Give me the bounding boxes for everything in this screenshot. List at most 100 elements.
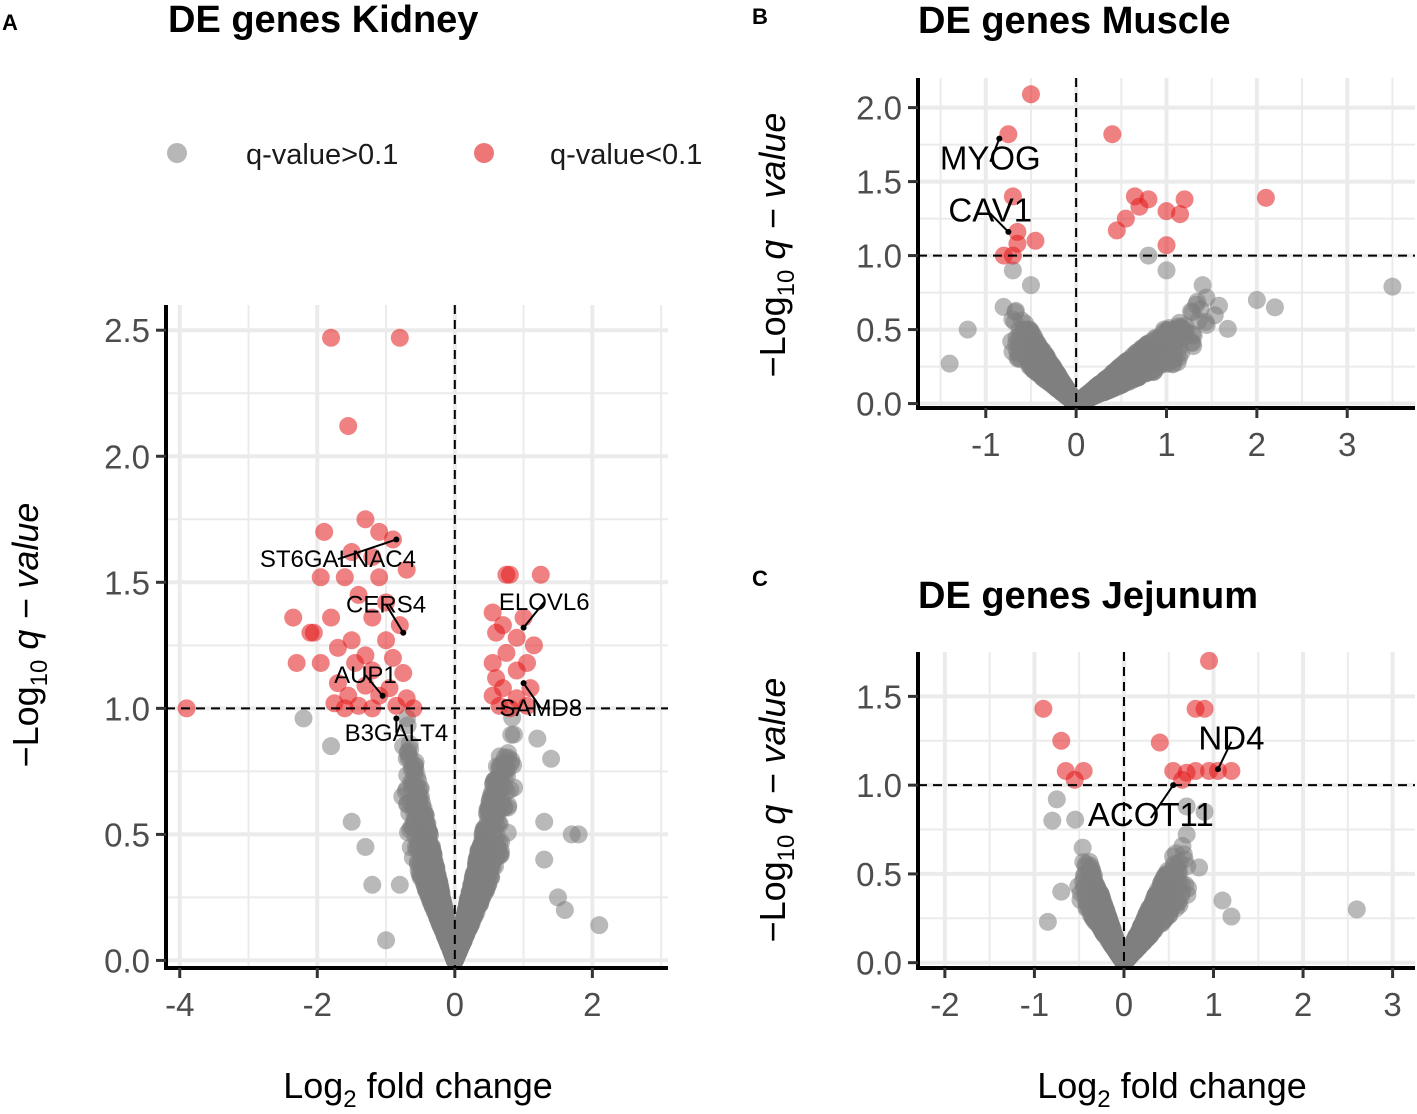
gene-label-anchor [379, 692, 386, 699]
point-ns [542, 749, 561, 768]
legend-key-sig [474, 143, 494, 163]
point-ns [356, 837, 375, 856]
panel-a-y-tick-label: 0.5 [104, 816, 150, 853]
point-significant [387, 696, 406, 715]
point-ns [940, 354, 959, 373]
point-ns [342, 812, 361, 831]
point-significant [363, 661, 382, 680]
point-significant [390, 616, 409, 635]
gene-label: SAMD8 [499, 695, 582, 722]
point-ns [994, 297, 1013, 316]
gene-label-anchor [520, 680, 527, 687]
point-significant [335, 568, 354, 587]
point-ns [485, 771, 504, 790]
point-significant [335, 699, 354, 718]
gene-label-connector [337, 538, 397, 561]
point-ns [455, 927, 474, 946]
point-ns [474, 820, 493, 839]
point-ns [457, 910, 476, 929]
legend-label-ns: q-value>0.1 [246, 139, 398, 171]
point-significant [1256, 188, 1275, 207]
point-ns [1021, 276, 1040, 295]
point-ns [1111, 362, 1130, 381]
point-significant [339, 417, 358, 436]
gene-label-anchor [393, 715, 400, 722]
point-ns [363, 875, 382, 894]
point-ns [1020, 325, 1039, 344]
point-significant [383, 648, 402, 667]
point-ns [1247, 290, 1266, 309]
point-ns [419, 837, 438, 856]
panel-b-points [940, 85, 1402, 408]
point-ns [1084, 385, 1103, 404]
point-ns [535, 812, 554, 831]
point-ns [535, 850, 554, 869]
point-ns [528, 729, 547, 748]
panel-a-y-tick-label: 2.5 [104, 312, 150, 349]
point-significant [311, 653, 330, 672]
point-significant [311, 568, 330, 587]
gene-label-connector [522, 682, 542, 709]
gene-label-connector [522, 601, 545, 629]
point-ns [1131, 364, 1150, 383]
gene-label: CERS4 [346, 592, 426, 619]
panel-a-x-tick-label: 2 [583, 986, 601, 1023]
point-significant [507, 628, 526, 647]
point-ns [406, 753, 425, 772]
panel-a-y-tick-label: 1.5 [104, 564, 150, 601]
gene-label-anchor [393, 536, 400, 543]
point-significant [370, 568, 389, 587]
point-ns [1193, 276, 1212, 295]
panel-a-x-tick-label: -2 [303, 986, 332, 1023]
point-ns [411, 802, 430, 821]
point-ns [496, 760, 515, 779]
panel-c-title: DE genes Jejunum [918, 575, 1258, 617]
gene-label-connector [364, 674, 384, 697]
point-ns [1168, 344, 1187, 363]
point-ns [418, 850, 437, 869]
point-significant [342, 631, 361, 650]
point-ns [569, 825, 588, 844]
point-significant [322, 328, 341, 347]
point-ns [1007, 341, 1026, 360]
point-ns [1383, 277, 1402, 296]
point-significant [346, 653, 365, 672]
point-significant [999, 125, 1018, 144]
point-significant [524, 636, 543, 655]
point-significant [383, 530, 402, 549]
point-ns [322, 737, 341, 756]
point-significant [322, 608, 341, 627]
gene-label: ELOVL6 [499, 589, 590, 616]
panel-a-x-tick-label: 0 [446, 986, 464, 1023]
gene-label-anchor [520, 624, 527, 631]
point-ns [1149, 332, 1168, 351]
point-significant [315, 522, 334, 541]
point-ns [1003, 261, 1022, 280]
point-significant [1175, 190, 1194, 209]
point-significant [377, 593, 396, 612]
point-ns [958, 320, 977, 339]
point-ns [555, 901, 574, 920]
legend-key-ns [167, 143, 187, 163]
panel-tag-b: B [752, 4, 768, 29]
point-significant [518, 696, 537, 715]
point-significant [531, 565, 550, 584]
legend: q-value>0.1 q-value<0.1 [167, 139, 702, 171]
gene-label: AUP1 [334, 662, 397, 689]
gene-label: ST6GALNAC4 [260, 546, 416, 573]
point-significant [1003, 187, 1022, 206]
point-significant [377, 631, 396, 650]
point-significant [483, 653, 502, 672]
point-ns [1265, 298, 1284, 317]
point-significant [1103, 125, 1122, 144]
point-ns [487, 790, 506, 809]
point-ns [294, 709, 313, 728]
point-ns [590, 916, 609, 935]
point-ns [1197, 315, 1216, 334]
point-significant [363, 608, 382, 627]
point-significant [287, 653, 306, 672]
point-ns [431, 912, 450, 931]
point-ns [1152, 352, 1171, 371]
